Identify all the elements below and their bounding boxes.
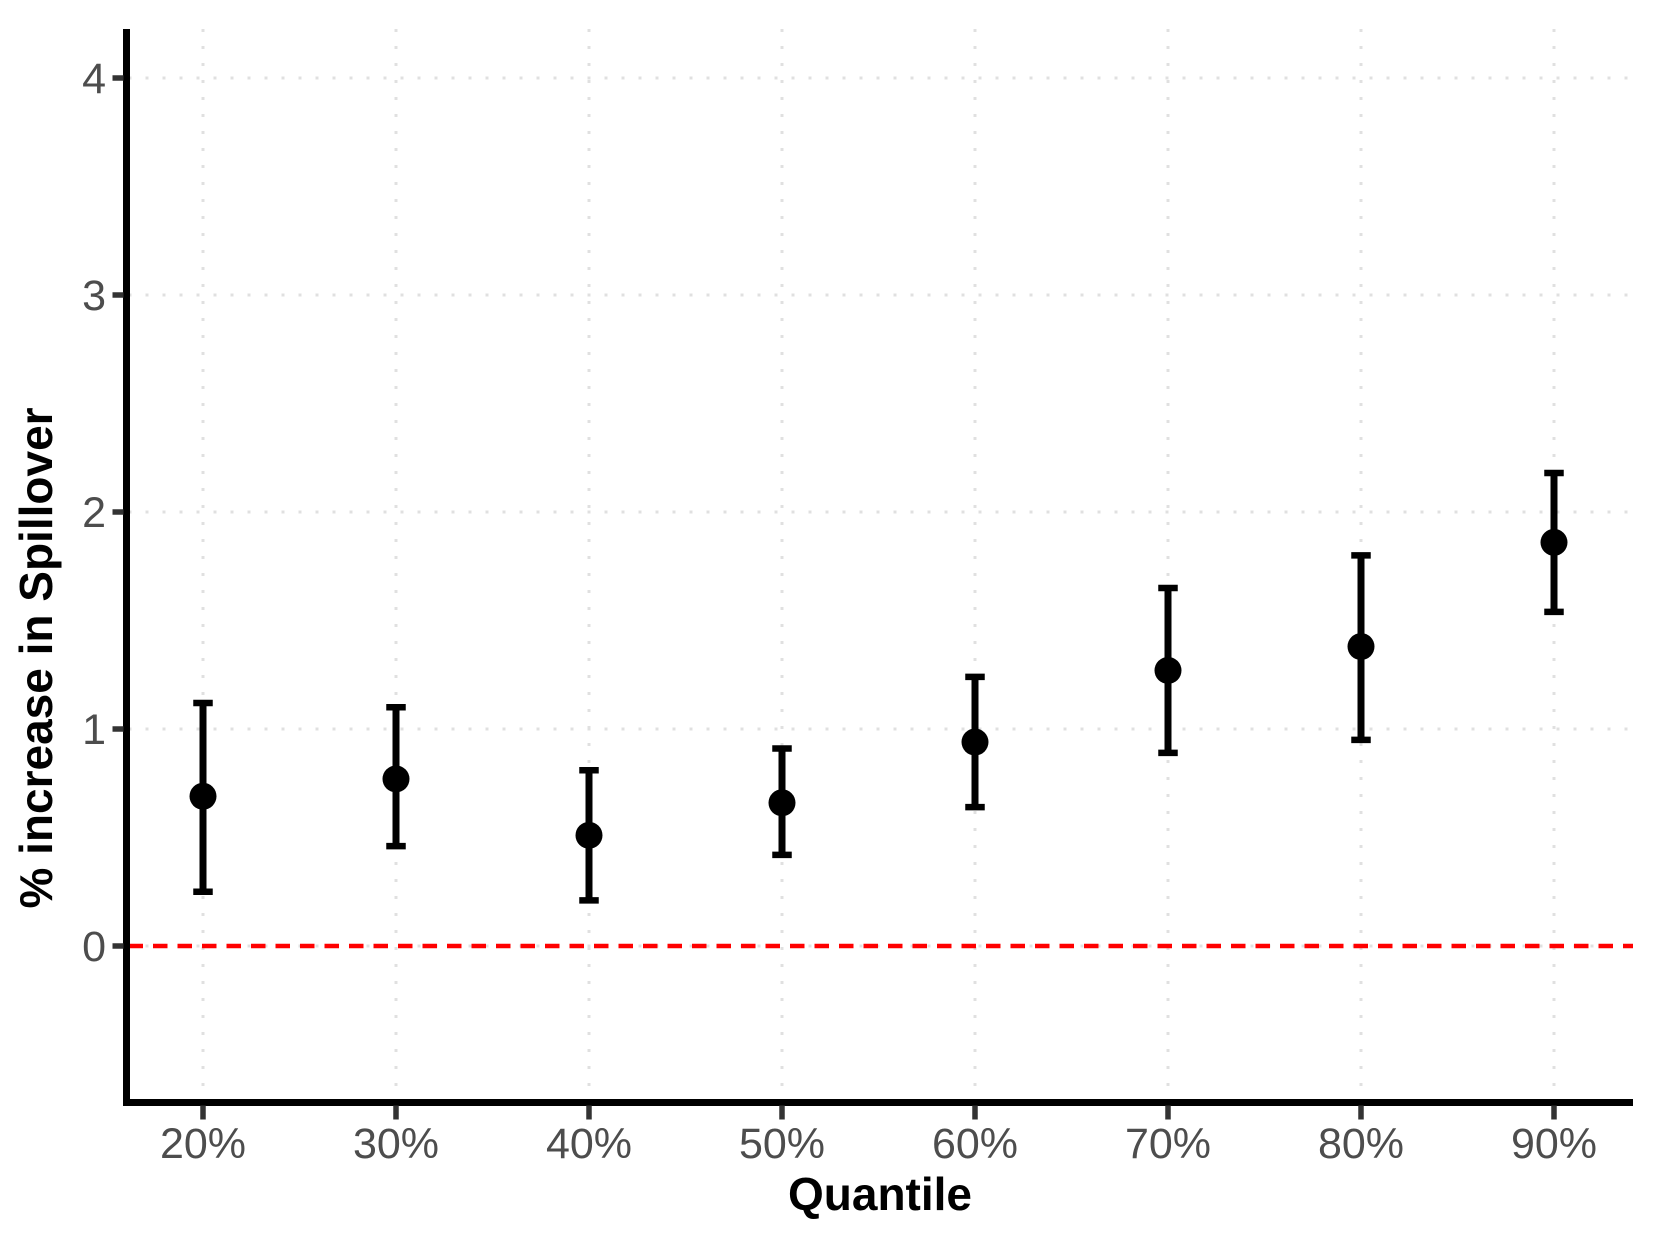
y-tick-label: 2 — [82, 489, 106, 537]
y-tick-label: 0 — [82, 923, 106, 971]
data-point — [961, 728, 989, 756]
axes — [112, 29, 1633, 1120]
data-point — [1540, 528, 1568, 556]
y-tick-label: 1 — [82, 706, 106, 754]
data-point — [189, 782, 217, 810]
gridlines — [128, 29, 1633, 1103]
x-tick-label: 70% — [1125, 1120, 1211, 1168]
data-point — [382, 765, 410, 793]
x-tick-label: 40% — [546, 1120, 632, 1168]
data-point — [768, 789, 796, 817]
x-tick-label: 80% — [1318, 1120, 1404, 1168]
data-series — [189, 469, 1568, 904]
x-axis-title: Quantile — [788, 1168, 972, 1220]
y-tick-label: 4 — [82, 55, 106, 103]
x-tick-label: 30% — [353, 1120, 439, 1168]
x-tick-label: 90% — [1511, 1120, 1597, 1168]
data-point — [1154, 656, 1182, 684]
x-tick-label: 60% — [932, 1120, 1018, 1168]
data-point — [1347, 633, 1375, 661]
y-tick-label: 3 — [82, 272, 106, 320]
x-tick-label: 50% — [739, 1120, 825, 1168]
data-point — [575, 821, 603, 849]
y-axis-title: % increase in Spillover — [10, 407, 62, 908]
tick-labels: 0 1 2 3 4 20% 30% 40% 50% 60% 70% 80% 90% — [82, 55, 1597, 1168]
x-tick-label: 20% — [160, 1120, 246, 1168]
